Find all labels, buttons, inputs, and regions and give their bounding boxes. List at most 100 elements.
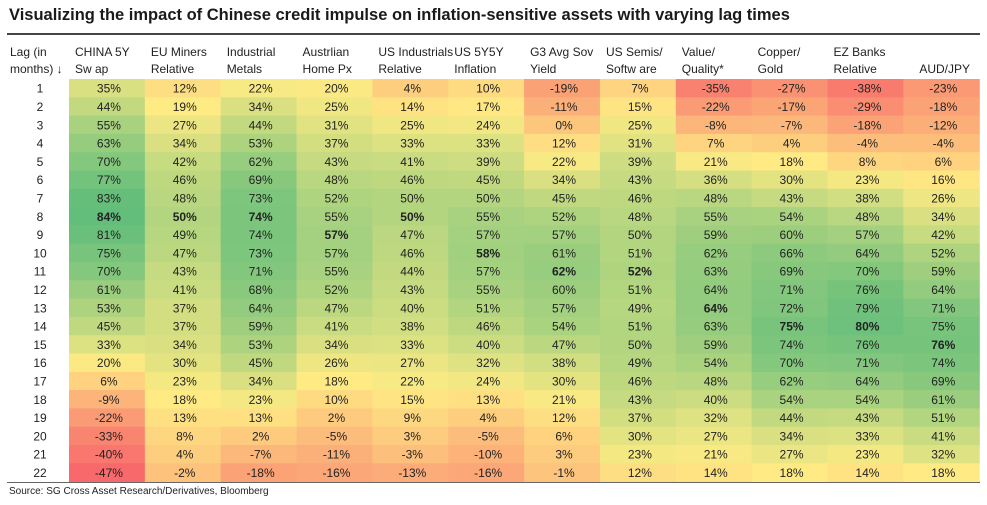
heatmap-cell [448,316,525,336]
cell-value: 73% [249,246,273,260]
cell-value: -40% [95,448,123,462]
heatmap-cell [599,133,677,153]
heatmap-cell [903,353,980,373]
cell-value: 25% [628,118,652,132]
heatmap-cell [751,371,829,391]
cell-value: 58% [476,246,500,260]
cell-value: 42% [931,228,955,242]
cell-value: 43% [855,411,879,425]
heatmap-cell [751,298,829,318]
heatmap-cell [296,152,373,172]
cell-value: 50% [628,228,652,242]
cell-value: 66% [780,246,804,260]
cell-value: 52% [324,191,348,205]
cell-value: 69% [780,265,804,279]
heatmap-cell [524,353,601,373]
heatmap-cell [524,207,601,226]
heatmap-cell [599,445,677,464]
lag-label: 6 [37,173,44,187]
heatmap-cell [69,280,146,300]
cell-value: 12% [552,137,576,151]
cell-value: 71% [780,283,804,297]
heatmap-cell [751,188,829,208]
heatmap-cell [372,79,449,98]
cell-value: 4% [783,137,801,151]
cell-value: -5% [478,429,500,443]
heatmap-cell [903,79,980,98]
cell-value: 24% [476,118,500,132]
cell-value: 45% [476,173,500,187]
heatmap-cell [524,133,601,153]
heatmap-cell [144,188,222,208]
heatmap-cell [751,316,829,336]
cell-value: 33% [400,137,424,151]
cell-value: 63% [97,137,121,151]
cell-value: -7% [250,448,272,462]
heatmap-cell [903,188,980,208]
heatmap-cell [751,225,829,245]
heatmap-cell [524,262,601,281]
heatmap-cell [827,133,904,153]
cell-value: 54% [552,320,576,334]
cell-value: 55% [324,210,348,224]
heatmap-cell [448,152,525,172]
heatmap-cell [827,408,904,428]
cell-value: 25% [324,100,348,114]
heatmap-cell [448,298,525,318]
lag-label: 19 [33,411,47,425]
cell-value: 30% [173,356,197,370]
heatmap-cell [524,408,601,428]
heatmap-cell [220,97,298,117]
heatmap-cell [903,408,980,428]
heatmap-cell [675,133,753,153]
heatmap-cell [599,97,677,117]
cell-value: -33% [95,429,123,443]
heatmap-cell [296,390,373,409]
cell-value: 48% [173,191,197,205]
cell-value: 43% [400,283,424,297]
lag-label: 21 [33,448,47,462]
heatmap-cell [751,445,829,464]
heatmap-cell [751,79,829,98]
heatmap-cell [751,243,829,263]
heatmap-cell [372,335,449,355]
lag-label: 11 [34,265,47,279]
cell-value: 76% [931,338,955,352]
heatmap-cell [903,262,980,281]
cell-value: 71% [249,265,273,279]
column-header-text: US 5Y5Y [454,45,503,59]
cell-value: 76% [855,283,879,297]
heatmap-cell [599,463,677,483]
cell-value: -23% [929,82,957,96]
cell-value: -4% [933,137,955,151]
heatmap-cell [296,262,373,281]
heatmap-cell [903,97,980,117]
cell-value: 45% [249,356,273,370]
cell-value: 76% [855,338,879,352]
cell-value: 53% [249,137,273,151]
cell-value: 73% [249,191,273,205]
heatmap-cell [144,115,222,135]
cell-value: 37% [628,411,652,425]
cell-value: 41% [400,155,424,169]
heatmap-cell [827,335,904,355]
heatmap-cell [448,133,525,153]
heatmap-cell [144,280,222,300]
heatmap-cell [372,445,449,464]
cell-value: -17% [778,100,806,114]
cell-value: 39% [628,155,652,169]
column-header-text: US Industrials [378,45,453,59]
heatmap-cell [296,353,373,373]
cell-value: 54% [780,393,804,407]
heatmap-cell [599,243,677,263]
cell-value: 21% [704,155,728,169]
cell-value: 51% [931,411,955,425]
column-header-text: Quality* [682,62,724,76]
heatmap-cell [296,316,373,336]
cell-value: 45% [552,191,576,205]
lag-label: 5 [37,155,44,169]
heatmap-cell [220,207,298,226]
heatmap-cell [599,262,677,281]
lag-label: 10 [33,246,47,260]
cell-value: 23% [628,448,652,462]
